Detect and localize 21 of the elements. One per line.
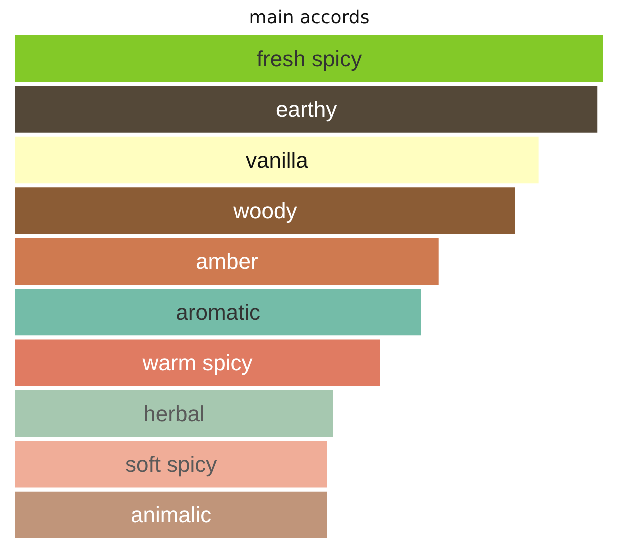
y-tick-label: soft spicy (125, 452, 218, 477)
bar (16, 36, 604, 82)
y-tick-label: herbal (144, 401, 205, 426)
chart-title: main accords (249, 8, 370, 28)
y-tick-label: earthy (276, 97, 338, 122)
y-tick-label: animalic (130, 502, 212, 528)
bar (16, 340, 380, 386)
bar (16, 86, 598, 133)
y-tick-label: amber (196, 249, 258, 274)
bar (16, 136, 539, 184)
bar (16, 289, 422, 336)
y-tick-label: vanilla (246, 148, 310, 173)
bar (16, 390, 334, 438)
bar (16, 492, 328, 538)
y-tick-label: woody (232, 198, 298, 224)
y-tick-label: aromatic (176, 300, 261, 325)
y-tick-label: fresh spicy (256, 46, 362, 72)
bar (16, 441, 328, 488)
bar (16, 188, 516, 234)
y-tick-label: warm spicy (142, 350, 253, 376)
bar (16, 238, 439, 285)
